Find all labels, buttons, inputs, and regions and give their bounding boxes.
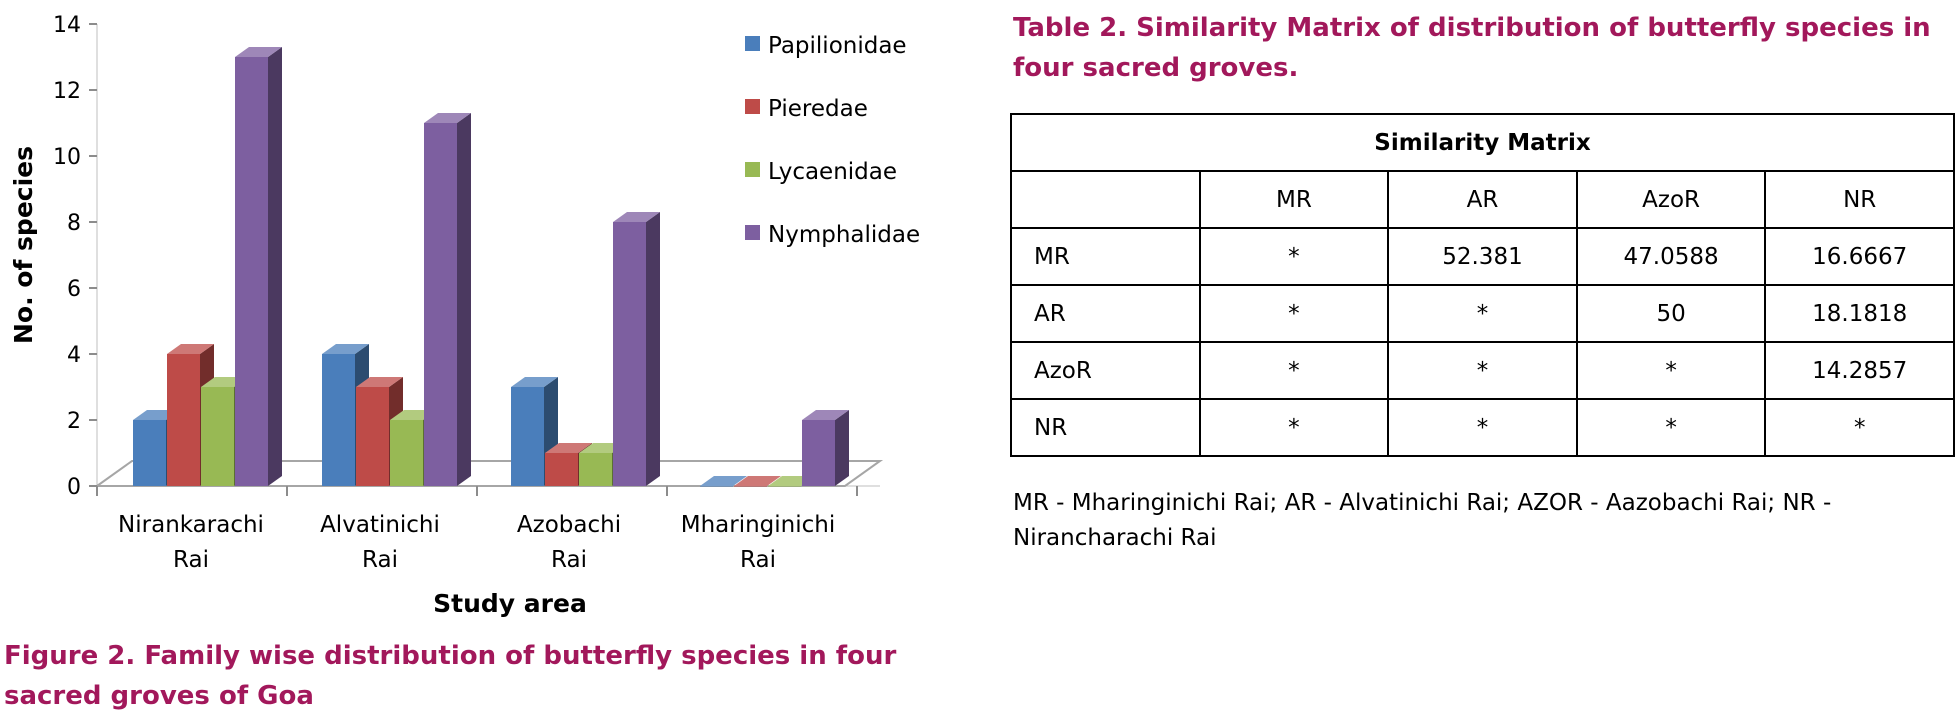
legend-swatch: [745, 225, 760, 240]
matrix-row-header: NR: [1010, 398, 1201, 457]
bar: [424, 123, 457, 486]
y-tick-label: 8: [67, 211, 81, 236]
matrix-cell: *: [1575, 341, 1767, 400]
y-tick-label: 4: [67, 343, 81, 368]
matrix-column-header: AR: [1387, 170, 1578, 229]
legend-label: Pieredae: [768, 96, 868, 122]
y-tick-label: 6: [67, 277, 81, 302]
matrix-column-header: [1010, 170, 1201, 229]
matrix-cell: *: [1575, 398, 1767, 457]
table-footnote: MR - Mharinginichi Rai; AR - Alvatinichi…: [1013, 490, 1832, 551]
x-tick-label: Rai: [173, 547, 209, 573]
bar-top: [700, 476, 747, 486]
matrix-cell: *: [1764, 398, 1955, 457]
matrix-row-header: AzoR: [1010, 341, 1201, 400]
y-axis-label: No. of species: [9, 146, 38, 344]
matrix-row-header: AR: [1010, 284, 1201, 343]
bar: [133, 420, 166, 486]
bar-top: [734, 476, 781, 486]
y-tick-label: 12: [53, 79, 81, 104]
table-row: NR * * * *: [1010, 398, 1955, 457]
bar-side: [646, 212, 660, 486]
bar: [511, 387, 544, 486]
matrix-cell: 52.381: [1387, 227, 1578, 286]
x-tick-label: Rai: [740, 547, 776, 573]
bar-top: [511, 377, 558, 387]
matrix-column-header: MR: [1198, 170, 1390, 229]
matrix-cell: *: [1387, 398, 1578, 457]
legend-swatch: [745, 36, 760, 51]
matrix-column-header: NR: [1764, 170, 1955, 229]
bar: [167, 354, 200, 486]
matrix-cell: *: [1198, 398, 1390, 457]
bar-top: [802, 410, 849, 420]
x-tick-label: Nirankarachi: [118, 512, 264, 538]
bar: [579, 453, 612, 486]
table-row: MR * 52.381 47.0588 16.6667: [1010, 227, 1955, 286]
bar: [322, 354, 355, 486]
bar: [802, 420, 835, 486]
matrix-cell: *: [1198, 284, 1390, 343]
matrix-column-header: AzoR: [1575, 170, 1767, 229]
legend-swatch: [745, 99, 760, 114]
bar: [201, 387, 234, 486]
matrix-cell: 50: [1575, 284, 1767, 343]
bar: [545, 453, 578, 486]
bar-top: [545, 443, 592, 453]
x-axis-label: Study area: [433, 589, 587, 618]
bar-top: [424, 113, 471, 123]
matrix-header-row: MR AR AzoR NR: [1010, 170, 1955, 229]
similarity-matrix-table: Similarity Matrix MR AR AzoR NR MR * 52.381 47.…: [1010, 113, 1955, 457]
bar-top: [167, 344, 214, 354]
bar: [700, 486, 733, 487]
matrix-cell: *: [1198, 227, 1390, 286]
bar-top: [235, 47, 282, 57]
table-caption: Table 2. Similarity Matrix of distributi…: [1013, 13, 1931, 83]
matrix-cell: 18.1818: [1764, 284, 1955, 343]
matrix-cell: 14.2857: [1764, 341, 1955, 400]
bar: [768, 486, 801, 487]
matrix-cell: 16.6667: [1764, 227, 1955, 286]
matrix-cell: *: [1387, 341, 1578, 400]
table-row: AR * * 50 18.1818: [1010, 284, 1955, 343]
bar-top: [322, 344, 369, 354]
figure-caption: Figure 2. Family wise distribution of bu…: [4, 641, 897, 711]
matrix-row-header: MR: [1010, 227, 1201, 286]
y-tick-label: 0: [67, 475, 81, 500]
bar: [356, 387, 389, 486]
x-tick-label: Rai: [362, 547, 398, 573]
bar-chart: 0 2 4 6 8 10 12 14 Nirankarachi Rai Alvatinichi Rai…: [9, 13, 920, 618]
bar-top: [613, 212, 660, 222]
legend-swatch: [745, 162, 760, 177]
bar-side: [268, 47, 282, 486]
matrix-cell: 47.0588: [1575, 227, 1767, 286]
legend-label: Papilionidae: [768, 33, 907, 59]
bar-side: [457, 113, 471, 486]
y-tick-label: 2: [67, 409, 81, 434]
matrix-cell: *: [1198, 341, 1390, 400]
y-tick-label: 10: [53, 145, 81, 170]
matrix-title-row: Similarity Matrix: [1010, 113, 1955, 172]
bar: [734, 486, 767, 487]
x-tick-label: Mharinginichi: [681, 512, 836, 538]
x-tick-label: Azobachi: [517, 512, 621, 538]
bar: [390, 420, 423, 486]
matrix-cell: *: [1387, 284, 1578, 343]
x-tick-label: Rai: [551, 547, 587, 573]
legend-label: Nymphalidae: [768, 222, 920, 248]
matrix-title: Similarity Matrix: [1010, 113, 1955, 172]
x-tick-label: Alvatinichi: [320, 512, 440, 538]
y-tick-label: 14: [53, 13, 81, 38]
bar: [235, 57, 268, 486]
bar-side: [835, 410, 849, 486]
bar-top: [356, 377, 403, 387]
table-row: AzoR * * * 14.2857: [1010, 341, 1955, 400]
bar: [613, 222, 646, 486]
legend-label: Lycaenidae: [768, 159, 897, 185]
